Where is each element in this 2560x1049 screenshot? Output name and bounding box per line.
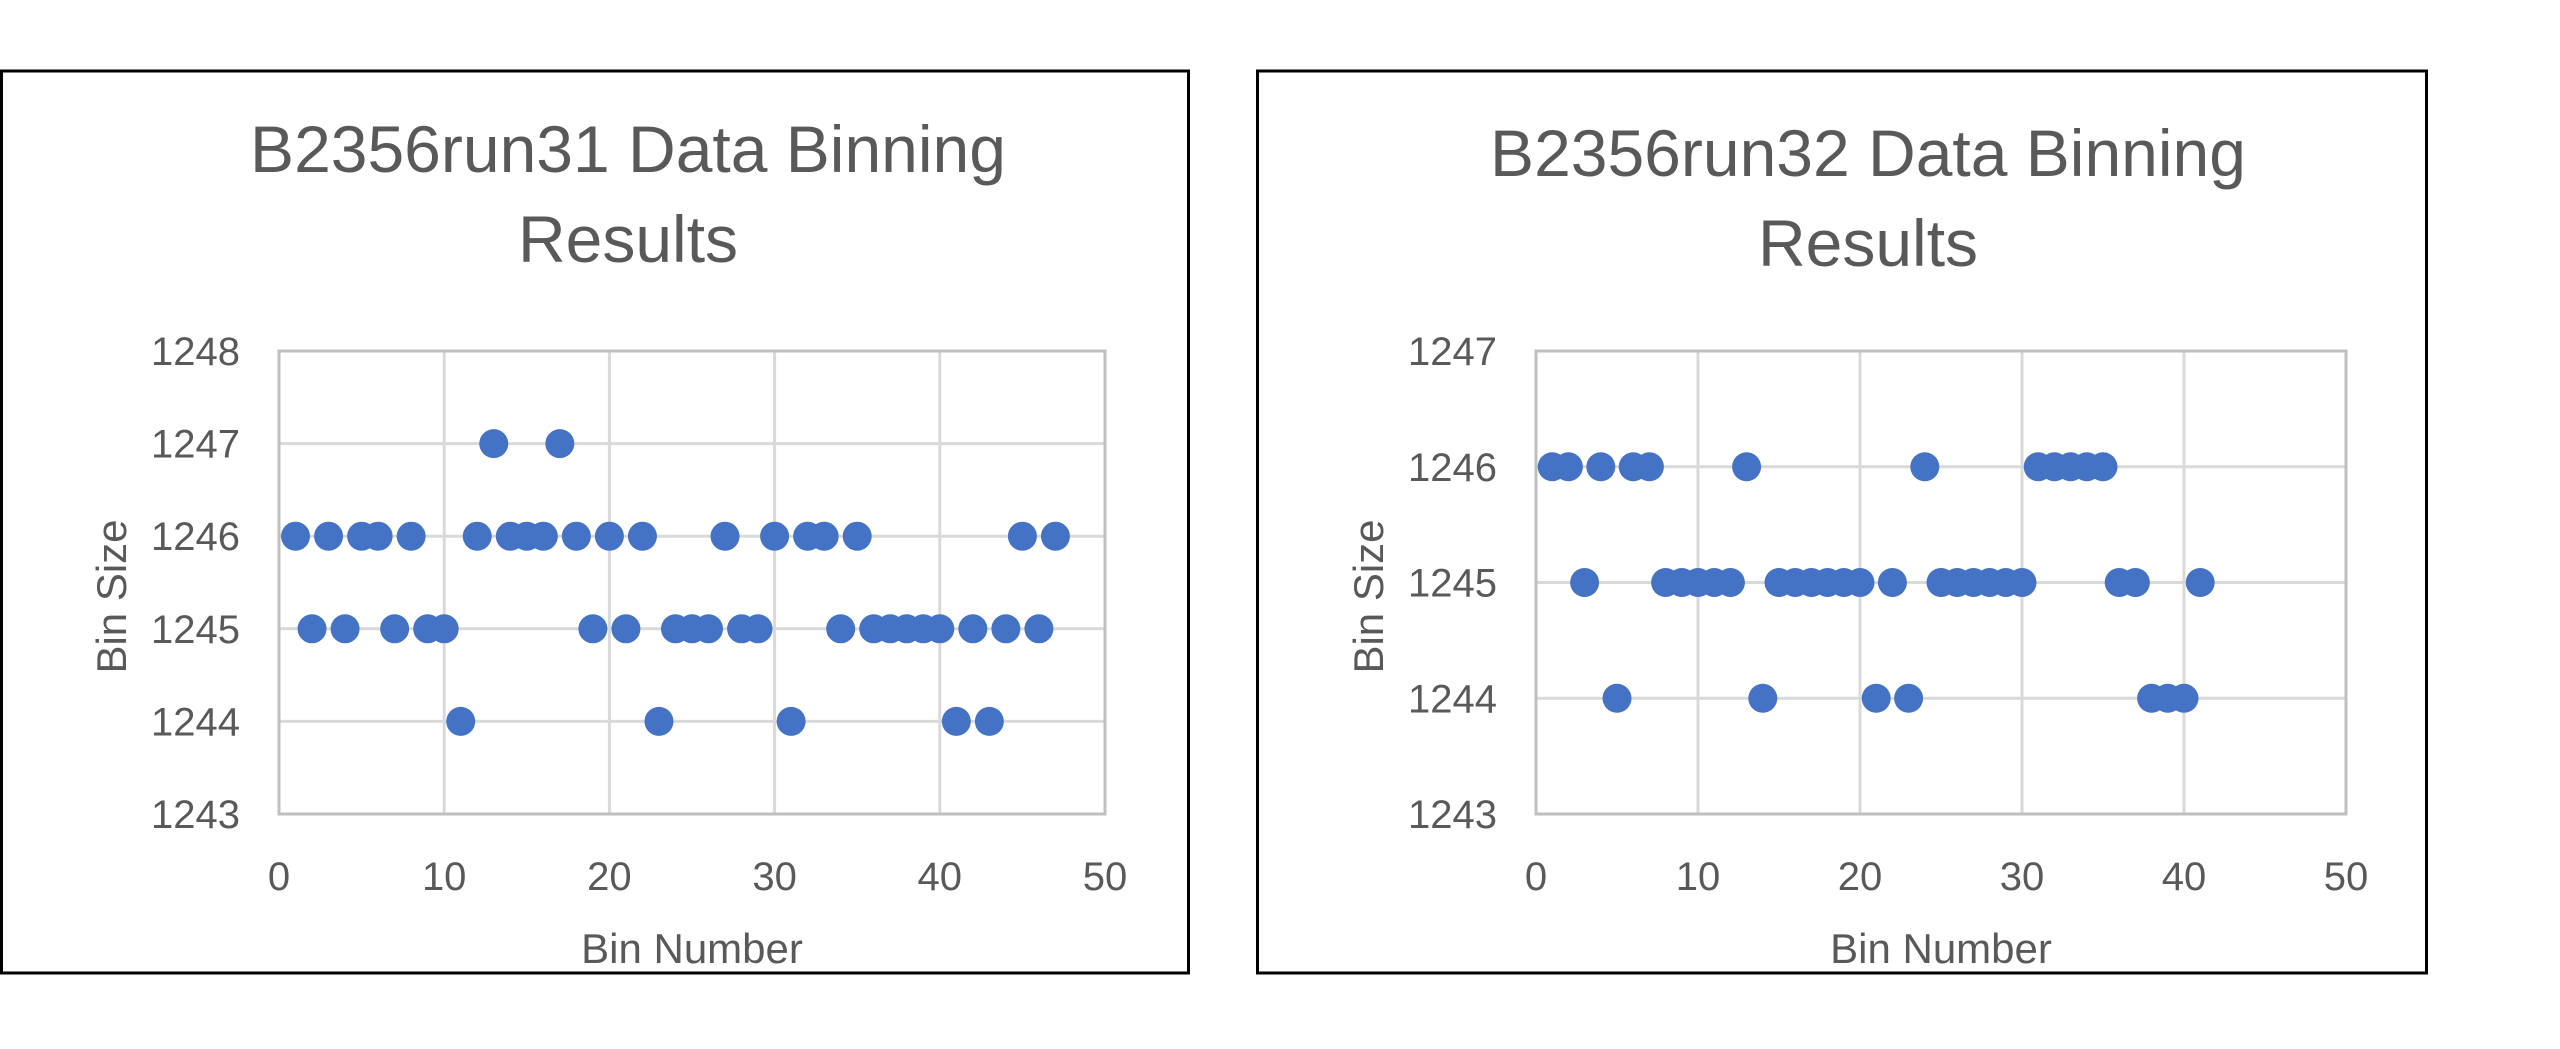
data-point (1877, 568, 1907, 597)
data-point (925, 614, 955, 644)
data-point (528, 521, 558, 551)
chart-2: B2356run32 Data Binning Results 1243 1244 12… (1256, 69, 2428, 975)
data-point (1861, 683, 1891, 713)
data-point (760, 521, 790, 551)
data-point (1732, 452, 1762, 482)
chart-1: B2356run31 Data Binning Results 1243 1244 12… (0, 69, 1190, 975)
data-point (297, 614, 327, 644)
x-tick-label: 10 (422, 855, 467, 899)
data-point (842, 521, 872, 551)
data-point (446, 706, 476, 736)
data-point (545, 429, 575, 459)
data-point (1894, 683, 1924, 713)
y-tick-label: 1245 (151, 608, 240, 652)
data-point (1748, 683, 1778, 713)
data-point (578, 614, 608, 644)
data-point (479, 429, 509, 459)
y-tick-label: 1245 (1408, 562, 1497, 606)
data-point (644, 706, 674, 736)
y-tick-label: 1247 (151, 423, 240, 467)
x-tick-label: 20 (1838, 855, 1883, 899)
data-point (694, 614, 724, 644)
data-point (1007, 521, 1037, 551)
y-tick-label: 1247 (1408, 330, 1497, 374)
y-tick-label: 1244 (151, 700, 240, 744)
y-tick-label: 1246 (151, 515, 240, 559)
data-point (1910, 452, 1940, 482)
data-point (1634, 452, 1664, 482)
data-point (380, 614, 410, 644)
data-point (2088, 452, 2118, 482)
data-point (1024, 614, 1054, 644)
data-point (1586, 452, 1616, 482)
data-point (314, 521, 344, 551)
data-point (594, 521, 624, 551)
x-tick-label: 50 (1083, 855, 1128, 899)
data-point (809, 521, 839, 551)
chart-title: B2356run31 Data Binning (250, 112, 1006, 186)
y-tick-label: 1248 (151, 330, 240, 374)
data-point (281, 521, 311, 551)
chart-frame (1256, 69, 2428, 975)
data-point (330, 614, 360, 644)
chart-title: Results (1758, 206, 1978, 280)
data-point (1570, 568, 1600, 597)
x-tick-label: 0 (1525, 855, 1547, 899)
data-point (2169, 683, 2199, 713)
plot-area-border (277, 349, 1107, 816)
data-point (627, 521, 657, 551)
data-point (2185, 568, 2215, 597)
data-point (611, 614, 641, 644)
x-axis-title: Bin Number (1830, 925, 2052, 972)
data-point (991, 614, 1021, 644)
x-axis-title: Bin Number (581, 925, 803, 972)
data-point (1602, 683, 1632, 713)
data-point (429, 614, 459, 644)
chart-frame (0, 69, 1190, 975)
data-point (1845, 568, 1875, 597)
data-point (1715, 568, 1745, 597)
y-tick-label: 1246 (1408, 446, 1497, 490)
x-tick-label: 50 (2324, 855, 2369, 899)
data-point (2120, 568, 2150, 597)
data-point (974, 706, 1004, 736)
y-axis-title: Bin Size (1345, 519, 1392, 673)
x-tick-label: 0 (268, 855, 290, 899)
data-point (2007, 568, 2037, 597)
x-tick-label: 40 (918, 855, 963, 899)
data-point (743, 614, 773, 644)
x-tick-label: 40 (2162, 855, 2207, 899)
plot-area-border (1534, 349, 2348, 816)
x-tick-label: 30 (752, 855, 797, 899)
x-tick-label: 30 (2000, 855, 2045, 899)
y-tick-label: 1243 (1408, 793, 1497, 837)
data-point (363, 521, 393, 551)
data-point (1040, 521, 1070, 551)
data-point (941, 706, 971, 736)
y-tick-label: 1244 (1408, 677, 1497, 721)
chart-title: Results (518, 202, 738, 276)
data-point (826, 614, 856, 644)
y-axis-title: Bin Size (88, 519, 135, 673)
x-tick-label: 10 (1676, 855, 1721, 899)
y-tick-label: 1243 (151, 793, 240, 837)
data-point (1553, 452, 1583, 482)
data-point (561, 521, 591, 551)
data-point (710, 521, 740, 551)
chart-title: B2356run32 Data Binning (1490, 116, 2246, 190)
data-point (958, 614, 988, 644)
data-point (462, 521, 492, 551)
x-tick-label: 20 (587, 855, 632, 899)
data-point (396, 521, 426, 551)
data-point (776, 706, 806, 736)
